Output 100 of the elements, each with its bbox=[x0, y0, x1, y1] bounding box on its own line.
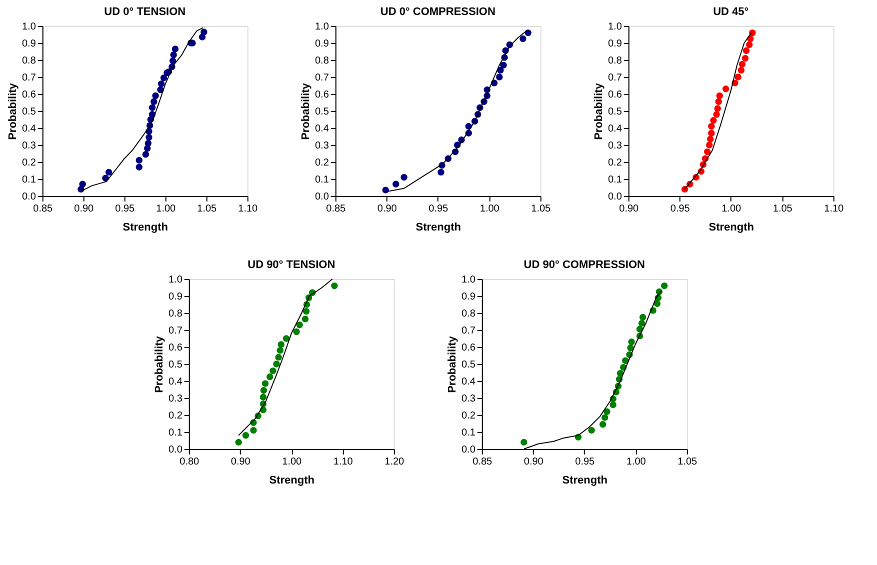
x-tick-label: 1.00 bbox=[722, 204, 742, 214]
x-tick-label: 1.05 bbox=[197, 204, 218, 214]
y-tick-label: 0.3 bbox=[314, 140, 330, 152]
point bbox=[331, 282, 338, 290]
y-tick-label: 1.0 bbox=[22, 22, 36, 32]
point bbox=[293, 328, 300, 336]
y-tick-label: 0.8 bbox=[22, 56, 36, 66]
point bbox=[742, 54, 749, 62]
point bbox=[610, 401, 616, 408]
x-tick-label: 1.05 bbox=[531, 204, 552, 214]
point bbox=[79, 180, 86, 188]
x-tick-label: 1.05 bbox=[678, 456, 698, 468]
point bbox=[602, 414, 608, 421]
y-axis-title: Probability bbox=[300, 82, 312, 140]
y-tick-label: 0.8 bbox=[168, 308, 183, 320]
y-tick-label: 0.0 bbox=[314, 192, 330, 202]
point bbox=[616, 370, 624, 377]
point bbox=[738, 60, 746, 68]
point bbox=[136, 156, 142, 164]
line-series bbox=[238, 278, 333, 436]
chart-title: UD 90° TENSION bbox=[248, 259, 336, 271]
y-tick-label: 0.3 bbox=[461, 394, 476, 404]
y-tick-label: 0.9 bbox=[461, 292, 476, 302]
y-axis-title: Probability bbox=[592, 82, 605, 140]
x-tick-label: 0.80 bbox=[180, 456, 200, 468]
y-tick-label: 0.4 bbox=[461, 376, 476, 388]
point bbox=[296, 322, 303, 328]
point bbox=[282, 335, 290, 342]
x-tick-label: 1.10 bbox=[333, 456, 354, 468]
point bbox=[242, 432, 250, 439]
point bbox=[148, 104, 156, 111]
chart-title: UD 45° bbox=[713, 6, 749, 18]
x-tick-label: 0.90 bbox=[524, 456, 544, 468]
y-tick-label: 0.5 bbox=[608, 106, 622, 118]
point bbox=[628, 338, 635, 346]
point bbox=[136, 164, 142, 170]
point bbox=[262, 380, 269, 387]
y-tick-label: 0.2 bbox=[22, 158, 36, 168]
point bbox=[152, 92, 159, 100]
x-tick-label: 0.90 bbox=[230, 456, 251, 468]
x-tick-label: 1.00 bbox=[626, 456, 646, 468]
point bbox=[708, 130, 715, 136]
y-axis-title: Probability bbox=[153, 335, 166, 393]
point bbox=[734, 74, 742, 80]
y-tick-label: 0.3 bbox=[168, 394, 183, 404]
x-axis-title: Strength bbox=[269, 474, 315, 486]
point bbox=[275, 354, 282, 361]
chart-title: UD 0° TENSION bbox=[104, 6, 186, 18]
point bbox=[639, 314, 646, 321]
y-tick-label: 0.1 bbox=[314, 174, 330, 186]
point bbox=[713, 111, 720, 118]
y-tick-label: 0.9 bbox=[608, 38, 622, 50]
y-tick-label: 0.7 bbox=[168, 326, 183, 336]
y-tick-label: 1.0 bbox=[314, 22, 330, 32]
y-tick-label: 0.7 bbox=[314, 72, 330, 84]
point bbox=[604, 408, 610, 415]
point bbox=[160, 74, 168, 82]
y-axis-title: Probability bbox=[446, 335, 458, 393]
point bbox=[706, 142, 713, 148]
point bbox=[260, 394, 267, 400]
point bbox=[105, 168, 112, 176]
y-tick-label: 0.4 bbox=[608, 124, 622, 134]
x-tick-label: 1.10 bbox=[824, 204, 844, 214]
y-tick-label: 0.5 bbox=[461, 360, 476, 370]
point bbox=[738, 66, 744, 74]
point bbox=[235, 438, 242, 446]
point bbox=[200, 28, 208, 36]
x-tick-label: 1.00 bbox=[480, 204, 500, 214]
y-tick-label: 0.5 bbox=[168, 360, 183, 370]
point bbox=[276, 347, 284, 354]
point bbox=[638, 320, 646, 327]
x-tick-label: 1.00 bbox=[282, 456, 302, 468]
y-tick-label: 0.7 bbox=[461, 326, 476, 336]
y-tick-label: 0.1 bbox=[608, 174, 622, 186]
point bbox=[260, 387, 268, 394]
y-tick-label: 0.7 bbox=[22, 72, 36, 84]
point bbox=[520, 35, 526, 42]
point bbox=[599, 421, 606, 428]
point bbox=[496, 74, 503, 80]
point bbox=[622, 357, 629, 364]
x-tick-label: 0.85 bbox=[33, 204, 54, 214]
point bbox=[708, 122, 715, 130]
y-tick-label: 0.6 bbox=[22, 90, 36, 100]
point bbox=[266, 373, 274, 380]
x-tick-label: 1.20 bbox=[384, 456, 405, 468]
y-tick-label: 0.4 bbox=[168, 376, 183, 388]
y-tick-label: 0.1 bbox=[168, 428, 183, 438]
y-tick-label: 0.7 bbox=[608, 72, 622, 84]
y-tick-label: 0.9 bbox=[314, 38, 330, 50]
point bbox=[146, 134, 152, 141]
point bbox=[636, 326, 644, 332]
y-tick-label: 0.3 bbox=[22, 140, 36, 152]
x-tick-label: 0.95 bbox=[115, 204, 136, 214]
x-tick-label: 0.90 bbox=[619, 204, 640, 214]
y-tick-label: 0.6 bbox=[461, 342, 476, 354]
point bbox=[710, 117, 717, 124]
y-tick-label: 0.0 bbox=[608, 192, 622, 202]
y-tick-label: 0.9 bbox=[22, 38, 36, 50]
y-tick-label: 0.2 bbox=[608, 158, 622, 168]
point bbox=[158, 80, 165, 88]
